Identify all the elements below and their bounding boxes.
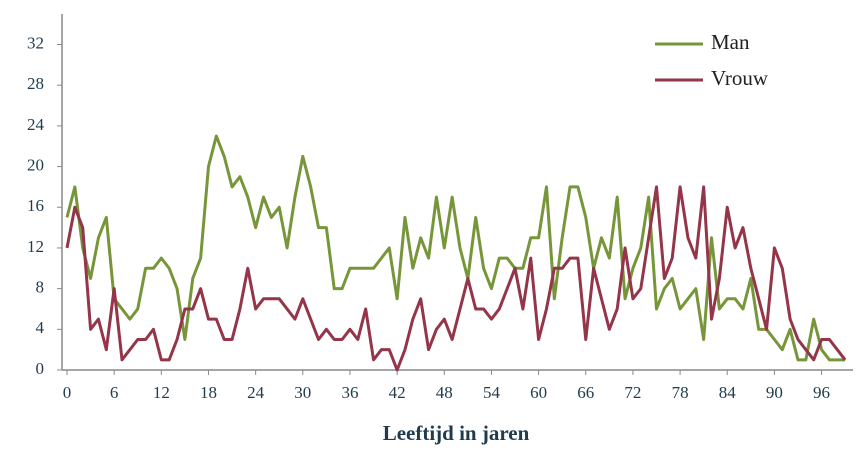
y-tick-label: 12 (27, 237, 44, 256)
x-tick-label: 84 (719, 383, 737, 402)
x-tick-label: 12 (153, 383, 170, 402)
x-tick-label: 0 (63, 383, 72, 402)
y-tick-label: 28 (27, 74, 44, 93)
x-tick-label: 42 (389, 383, 406, 402)
x-tick-label: 36 (341, 383, 358, 402)
y-tick-label: 24 (27, 115, 45, 134)
y-tick-label: 16 (27, 196, 44, 215)
legend-label: Vrouw (711, 66, 769, 90)
x-axis-label: Leeftijd in jaren (383, 421, 530, 445)
x-tick-label: 24 (247, 383, 265, 402)
x-tick-label: 30 (294, 383, 311, 402)
x-tick-label: 96 (813, 383, 830, 402)
y-tick-label: 0 (36, 359, 45, 378)
legend-label: Man (711, 30, 750, 54)
x-tick-label: 48 (436, 383, 453, 402)
x-tick-label: 54 (483, 383, 501, 402)
x-tick-label: 6 (110, 383, 119, 402)
x-tick-label: 90 (766, 383, 783, 402)
y-tick-label: 20 (27, 155, 44, 174)
line-series (65, 185, 847, 372)
line-series (65, 134, 846, 362)
y-tick-label: 4 (36, 318, 45, 337)
x-tick-label: 66 (577, 383, 594, 402)
y-tick-label: 8 (36, 278, 45, 297)
x-tick-label: 78 (672, 383, 689, 402)
x-tick-label: 18 (200, 383, 217, 402)
x-tick-label: 60 (530, 383, 547, 402)
x-tick-label: 72 (624, 383, 641, 402)
y-tick-label: 32 (27, 33, 44, 52)
